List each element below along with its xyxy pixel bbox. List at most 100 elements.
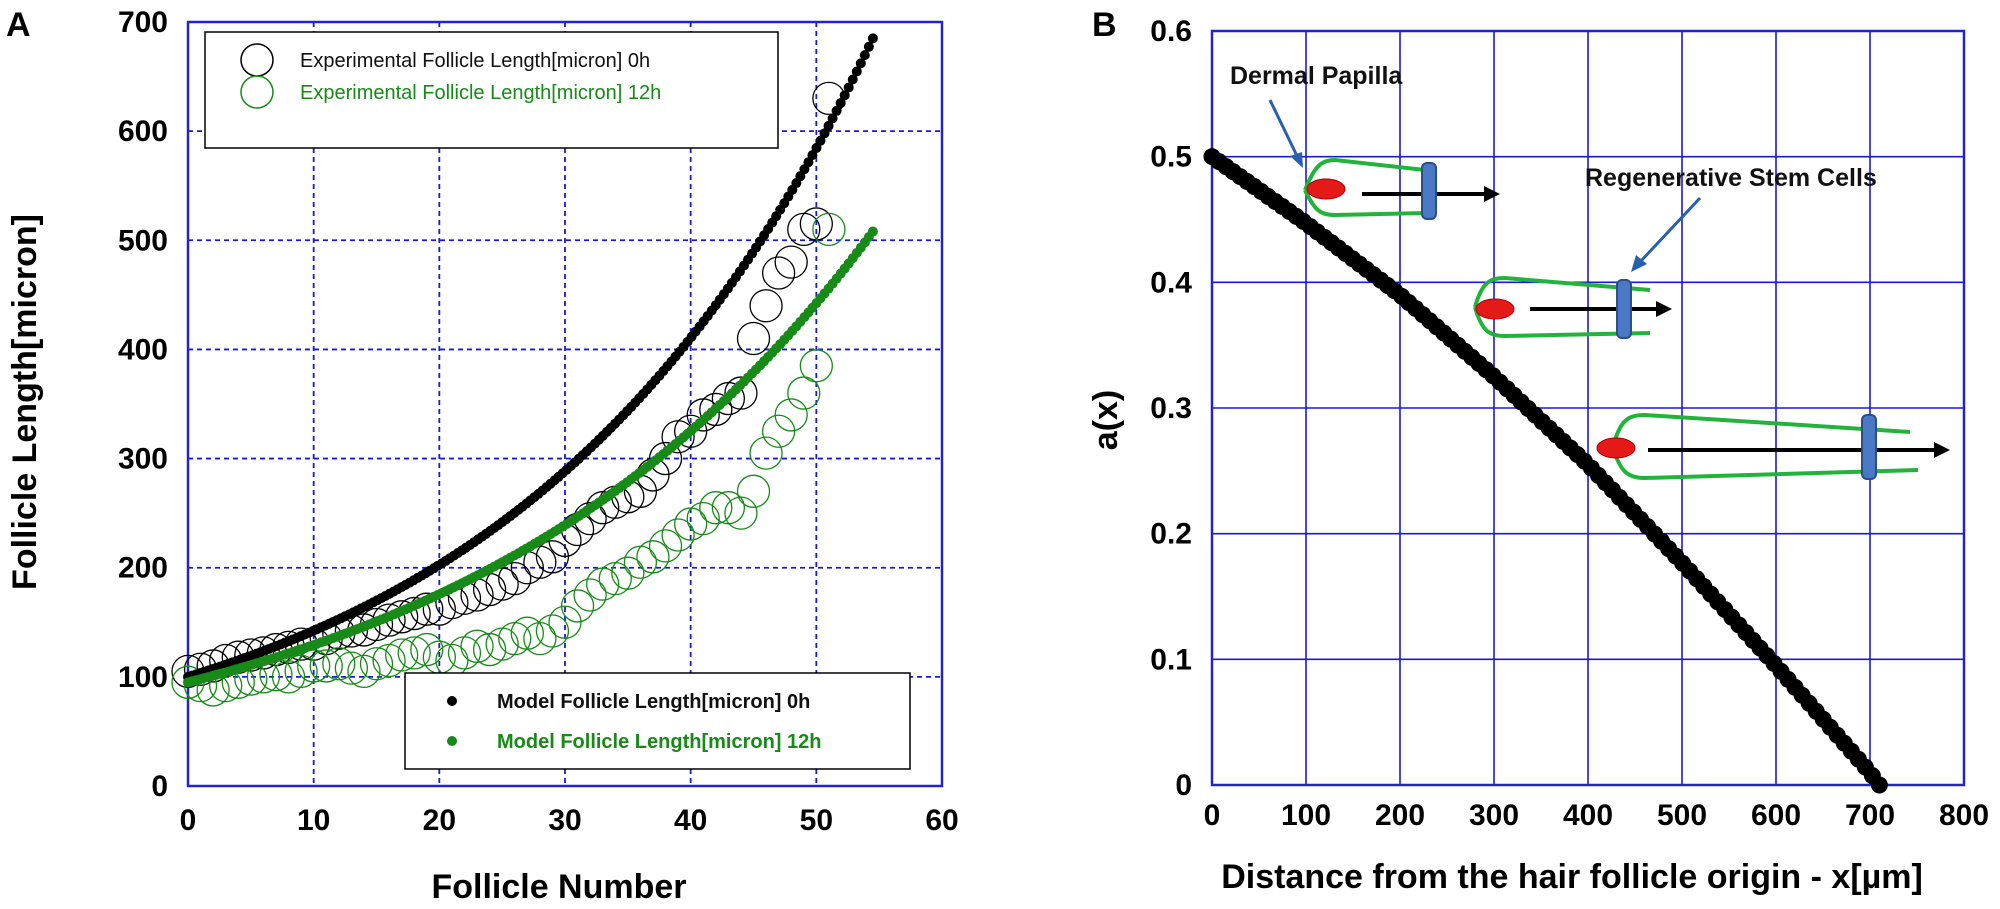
chart-a-y-axis-title: Follicle Length[micron] [6, 214, 44, 590]
y-tick-label: 0.5 [1150, 141, 1192, 174]
x-tick-label: 700 [1845, 799, 1895, 832]
data-point [761, 414, 796, 448]
series-4 [183, 226, 878, 688]
growth-arrow-2-head [1656, 301, 1672, 317]
x-tick-label: 200 [1375, 799, 1425, 832]
y-tick-label: 600 [118, 115, 168, 148]
y-tick-label: 300 [118, 443, 168, 476]
chart-a-x-axis-title: Follicle Number [431, 868, 686, 906]
model-point [867, 226, 878, 237]
model-point [867, 33, 878, 44]
legend-model: Model Follicle Length[micron] 0h Model F… [404, 672, 911, 770]
legend-experimental-box [204, 31, 779, 149]
data-point [397, 636, 431, 670]
dermal-papilla-2 [1475, 298, 1515, 320]
annotation-stem-cells-pointer [1638, 196, 1702, 264]
data-point [359, 647, 394, 681]
x-tick-label: 40 [674, 804, 707, 837]
data-point [410, 632, 444, 667]
curve-point [1870, 776, 1888, 794]
model-point [827, 113, 838, 124]
x-tick-label: 800 [1939, 799, 1989, 832]
model-point [811, 142, 822, 153]
data-point [309, 649, 343, 683]
data-point [711, 491, 746, 525]
data-point [699, 491, 733, 525]
model-point [815, 135, 826, 146]
chart-b-tick-labels: 0 100 200 300 400 500 600 700 800 0 0.1 0.2 0.3 0.4 0.… [1150, 15, 1989, 832]
data-point [774, 398, 808, 432]
data-point [322, 647, 356, 681]
y-tick-label: 0 [151, 770, 168, 803]
follicle-2-outline-top [1473, 275, 1651, 308]
chart-a-plot-frame [186, 20, 944, 788]
legend-model-box [404, 672, 911, 770]
stem-cell-ring-3 [1861, 414, 1877, 480]
y-tick-label: 0.3 [1150, 392, 1192, 425]
x-tick-label: 100 [1281, 799, 1331, 832]
data-point [435, 643, 469, 678]
data-point [636, 540, 670, 574]
annotation-stem-cells-pointer-head [1631, 255, 1647, 272]
x-tick-label: 0 [180, 804, 197, 837]
data-point [736, 321, 771, 356]
y-tick-label: 0.2 [1150, 518, 1192, 551]
model-point [831, 105, 842, 116]
y-tick-label: 0.4 [1150, 266, 1192, 299]
stem-cell-ring-2 [1616, 279, 1632, 339]
y-tick-label: 400 [118, 333, 168, 366]
data-point [787, 376, 821, 410]
growth-arrow-1-head [1484, 186, 1500, 202]
chart-b: 0 100 200 300 400 500 600 700 800 0 0.1 0.2 0.3 0.4 0.… [1087, 15, 1989, 896]
follicle-diagram-1 [1303, 157, 1500, 220]
data-point [498, 622, 532, 656]
legend-exp-12h-label: Experimental Follicle Length[micron] 12h [300, 82, 661, 104]
data-point [485, 627, 519, 661]
data-point [472, 632, 507, 667]
stem-cell-ring-1 [1421, 162, 1437, 220]
legend-model-0h-label: Model Follicle Length[micron] 0h [497, 691, 810, 713]
legend-exp-0h-label: Experimental Follicle Length[micron] 0h [300, 50, 650, 72]
x-tick-label: 400 [1563, 799, 1613, 832]
x-tick-label: 0 [1204, 799, 1221, 832]
model-point [835, 98, 846, 109]
data-point [498, 561, 532, 596]
data-point [674, 414, 708, 448]
data-point [648, 529, 683, 563]
y-tick-label: 0 [1175, 769, 1192, 802]
data-point [661, 518, 695, 552]
annotation-stem-cells: Regenerative Stem Cells [1585, 164, 1877, 272]
legend-experimental: Experimental Follicle Length[micron] 0h … [204, 31, 779, 149]
model-point [863, 41, 874, 52]
follicle-1-outline-bottom [1303, 189, 1426, 218]
legend-model-12h-label: Model Follicle Length[micron] 12h [497, 731, 821, 753]
chart-b-x-axis-title: Distance from the hair follicle origin -… [1221, 858, 1923, 896]
dermal-papilla-3 [1596, 437, 1636, 459]
data-point [384, 638, 419, 672]
data-point [799, 349, 833, 383]
data-point [560, 589, 595, 623]
legend-model-12h-marker [447, 736, 457, 746]
chart-b-y-axis-title: a(x) [1087, 390, 1125, 450]
annotation-dermal-papilla-label: Dermal Papilla [1230, 62, 1403, 90]
model-point [823, 120, 834, 131]
x-tick-label: 10 [297, 804, 330, 837]
data-point [535, 614, 570, 648]
model-point [847, 74, 858, 85]
data-point [812, 212, 846, 247]
x-tick-label: 50 [800, 804, 833, 837]
series-3 [183, 33, 878, 682]
legend-model-0h-marker [447, 696, 457, 706]
series-1 [1203, 148, 1888, 794]
chart-b-plot-frame [1210, 29, 1966, 787]
data-point [761, 256, 796, 290]
annotation-stem-cells-label: Regenerative Stem Cells [1585, 164, 1877, 192]
growth-arrow-3-head [1934, 442, 1950, 458]
data-point [460, 629, 494, 663]
annotation-dermal-papilla-pointer-head [1290, 152, 1303, 168]
data-point [736, 474, 771, 508]
model-point [843, 82, 854, 93]
data-point [334, 651, 369, 685]
